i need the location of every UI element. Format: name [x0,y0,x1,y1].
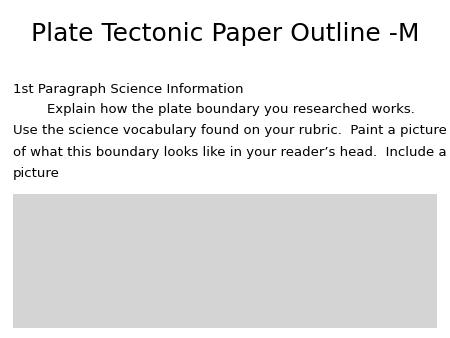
Text: picture: picture [13,167,59,180]
Text: Plate Tectonic Paper Outline -M: Plate Tectonic Paper Outline -M [31,22,419,46]
Text: Explain how the plate boundary you researched works.: Explain how the plate boundary you resea… [13,103,414,116]
Text: 1st Paragraph Science Information: 1st Paragraph Science Information [13,83,243,96]
Text: Use the science vocabulary found on your rubric.  Paint a picture: Use the science vocabulary found on your… [13,124,446,137]
Text: of what this boundary looks like in your reader’s head.  Include a: of what this boundary looks like in your… [13,146,446,159]
